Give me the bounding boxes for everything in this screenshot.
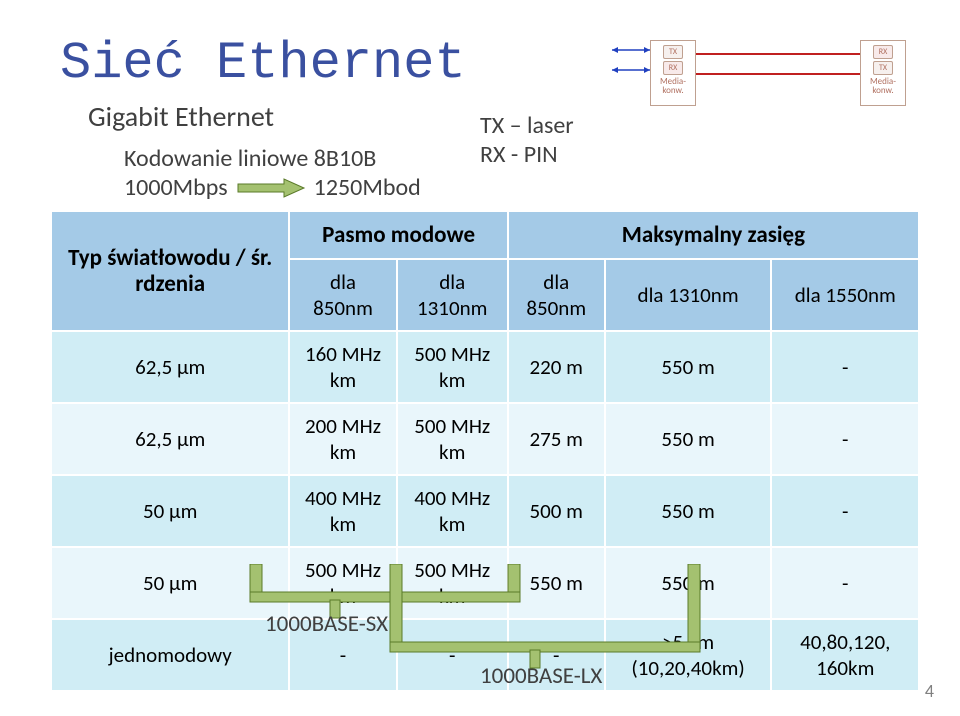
encoding-src: 1000Mbps (124, 173, 228, 202)
header-1310-b: dla 1310nm (605, 259, 772, 331)
slide: Sieć Ethernet Gigabit Ethernet Kodowanie… (0, 0, 960, 716)
cell: - (771, 547, 919, 619)
cell: - (771, 331, 919, 403)
cell: 220 m (508, 331, 605, 403)
cell: - (771, 403, 919, 475)
cell: 500 MHz km (397, 331, 508, 403)
cell: 550 m (605, 475, 772, 547)
conv-label: Media-konw. (651, 77, 695, 95)
cell: 50 µm (51, 475, 289, 547)
header-850-b: dla 850nm (508, 259, 605, 331)
cell: 550 m (605, 403, 772, 475)
tx-line: TX – laser (480, 112, 574, 141)
tx-badge-icon: TX (873, 61, 893, 75)
txrx-block: TX – laser RX - PIN (480, 112, 574, 170)
cell: 160 MHz km (289, 331, 396, 403)
rx-line: RX - PIN (480, 141, 574, 170)
header-1550: dla 1550nm (771, 259, 919, 331)
cell: 62,5 µm (51, 331, 289, 403)
bracket-lx-icon (330, 564, 770, 669)
page-number: 4 (925, 680, 934, 702)
converter-left: TX RX Media-konw. (650, 40, 696, 106)
cell: 62,5 µm (51, 403, 289, 475)
tx-badge-icon: TX (663, 45, 683, 59)
cell: 40,80,120, 160km (771, 619, 919, 691)
cell: 500 m (508, 475, 605, 547)
cell: 400 MHz km (397, 475, 508, 547)
header-zasieg: Maksymalny zasięg (508, 211, 919, 259)
rx-badge-icon: RX (663, 61, 683, 75)
table-row: 50 µm 400 MHz km 400 MHz km 500 m 550 m … (51, 475, 919, 547)
encoding-dst: 1250Mbod (314, 173, 421, 202)
header-1310-a: dla 1310nm (397, 259, 508, 331)
table-header-row-1: Typ światłowodu / śr. rdzenia Pasmo modo… (51, 211, 919, 259)
header-850-a: dla 850nm (289, 259, 396, 331)
arrow-right-icon (236, 177, 306, 199)
rx-badge-icon: RX (873, 45, 893, 59)
cell: 500 MHz km (397, 403, 508, 475)
cell: - (771, 475, 919, 547)
table-row: 62,5 µm 200 MHz km 500 MHz km 275 m 550 … (51, 403, 919, 475)
converter-right: RX TX Media-konw. (860, 40, 906, 106)
converter-diagram: TX RX Media-konw. RX TX Media-konw. (610, 26, 910, 122)
header-pasmo: Pasmo modowe (289, 211, 507, 259)
cell: 550 m (605, 331, 772, 403)
cell: jednomodowy (51, 619, 289, 691)
base-lx-label: 1000BASE-LX (480, 662, 602, 690)
table-row: 62,5 µm 160 MHz km 500 MHz km 220 m 550 … (51, 331, 919, 403)
header-typ: Typ światłowodu / śr. rdzenia (51, 211, 289, 331)
cell: 200 MHz km (289, 403, 396, 475)
conv-label: Media-konw. (861, 77, 905, 95)
cell: 275 m (508, 403, 605, 475)
cell: 400 MHz km (289, 475, 396, 547)
